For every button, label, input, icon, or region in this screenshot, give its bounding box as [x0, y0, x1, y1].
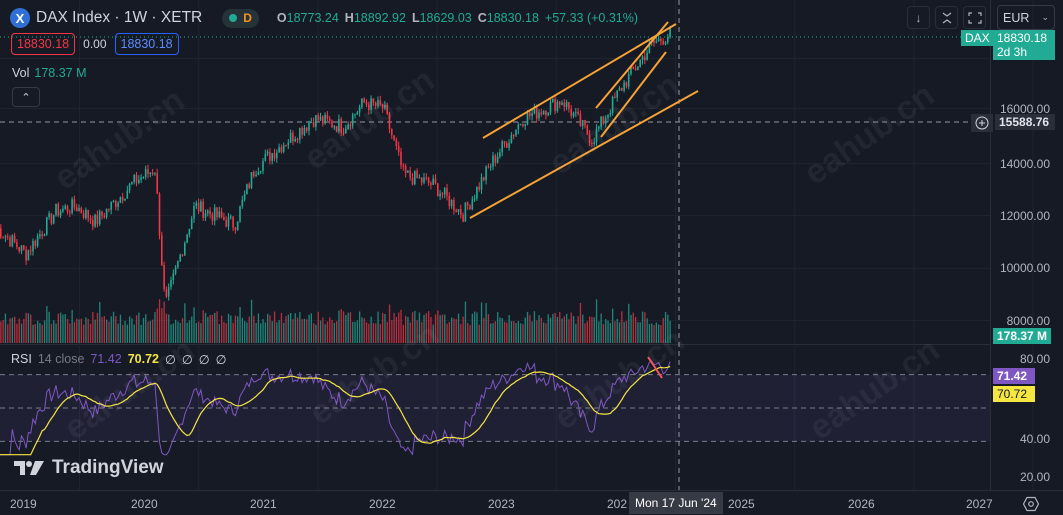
rsi-extra: ∅	[198, 353, 210, 367]
bar-countdown: 2d 3h	[997, 45, 1028, 59]
tradingview-logo[interactable]: TradingView	[14, 457, 164, 479]
symbol-title[interactable]: DAX Index · 1W · XETR	[36, 9, 203, 26]
trade-buttons: 18830.18 0.00 18830.18	[11, 33, 179, 55]
settings-hexagon-icon	[1022, 496, 1040, 512]
change-value: +57.33 (+0.31%)	[544, 11, 639, 25]
rsi-extra: ∅	[164, 353, 176, 367]
scroll-to-bottom-button[interactable]: ↓	[907, 6, 930, 29]
close-label: C	[477, 11, 487, 25]
crosshair-price-tag: 15588.76	[995, 114, 1055, 130]
rsi-legend[interactable]: RSI 14 close 71.42 70.72 ∅ ∅ ∅ ∅	[11, 352, 227, 367]
last-price-value: 18830.18	[997, 31, 1048, 45]
xetr-logo-icon: X	[10, 8, 30, 28]
volume-label: Vol	[12, 66, 30, 80]
price-axis-label: 16000.00	[999, 102, 1050, 116]
crosshair-time-tag: Mon 17 Jun '24	[629, 492, 723, 514]
collapse-panes-button[interactable]	[935, 6, 958, 29]
top-right-toolbar: ↓ EUR ⌄	[907, 5, 1055, 30]
plus-circle-icon	[975, 116, 989, 130]
high-label: H	[344, 11, 354, 25]
currency-value: EUR	[1003, 10, 1030, 25]
delayed-badge: D	[243, 11, 252, 25]
time-axis-label: 2025	[728, 497, 755, 511]
add-alert-button[interactable]	[971, 114, 993, 132]
volume-tag: 178.37 M	[993, 328, 1052, 344]
volume-value: 178.37 M	[34, 66, 87, 80]
tradingview-logo-icon	[14, 461, 44, 475]
rsi-axis-label: 80.00	[1019, 352, 1050, 366]
symbol-legend: X DAX Index · 1W · XETR D O18773.24 H188…	[10, 8, 638, 28]
price-axis-label: 14000.00	[999, 157, 1050, 171]
rsi-axis-label: 40.00	[1019, 432, 1050, 446]
tradingview-logo-text: TradingView	[52, 457, 164, 478]
open-label: O	[276, 11, 287, 25]
time-axis-label: 202	[607, 497, 628, 511]
symbol-price-tag: DAX	[961, 30, 994, 46]
rsi-ma-value: 70.72	[127, 352, 159, 366]
time-axis-label: 2023	[488, 497, 515, 511]
fullscreen-button[interactable]	[963, 6, 986, 29]
open-value: 18773.24	[286, 11, 339, 25]
collapse-icon	[942, 12, 951, 23]
rsi-name: RSI	[11, 352, 32, 366]
high-value: 18892.92	[353, 11, 406, 25]
fullscreen-icon	[967, 11, 982, 24]
chart-settings-button[interactable]	[1022, 496, 1040, 512]
spread-value: 0.00	[83, 37, 107, 51]
time-axis-label: 2021	[250, 497, 277, 511]
rsi-axis-label: 20.00	[1019, 470, 1050, 484]
close-value: 18830.18	[486, 11, 539, 25]
time-axis-label: 2027	[966, 497, 993, 511]
collapse-legend-button[interactable]: ⌃	[12, 87, 40, 107]
time-axis-label: 2020	[131, 497, 158, 511]
rsi-tag: 71.42	[993, 368, 1035, 384]
ohlc-values: O18773.24 H18892.92 L18629.03 C18830.18 …	[277, 11, 638, 25]
buy-button[interactable]: 18830.18	[114, 33, 179, 55]
chevron-up-icon: ⌃	[21, 91, 31, 104]
rsi-params: 14 close	[37, 352, 85, 366]
low-label: L	[411, 11, 420, 25]
sell-button[interactable]: 18830.18	[11, 33, 76, 55]
arrow-down-icon: ↓	[915, 10, 922, 25]
low-value: 18629.03	[419, 11, 472, 25]
price-axis-label: 12000.00	[999, 209, 1050, 223]
rsi-ma-tag: 70.72	[993, 386, 1035, 402]
price-axis-label: 10000.00	[999, 261, 1050, 275]
price-axis-label: 8000.00	[1006, 314, 1050, 328]
time-axis-label: 2019	[10, 497, 37, 511]
volume-legend: Vol 178.37 M	[12, 66, 87, 80]
market-status-badge[interactable]: D	[222, 8, 259, 28]
rsi-extra: ∅	[215, 353, 227, 367]
chevron-down-icon: ⌄	[1041, 12, 1049, 22]
last-price-tag: 18830.18 2d 3h	[993, 30, 1055, 60]
market-open-dot-icon	[229, 14, 238, 22]
rsi-value: 71.42	[90, 352, 122, 366]
currency-select[interactable]: EUR ⌄	[997, 5, 1055, 30]
time-axis-label: 2026	[848, 497, 875, 511]
rsi-extra: ∅	[181, 353, 193, 367]
time-axis-label: 2022	[369, 497, 396, 511]
